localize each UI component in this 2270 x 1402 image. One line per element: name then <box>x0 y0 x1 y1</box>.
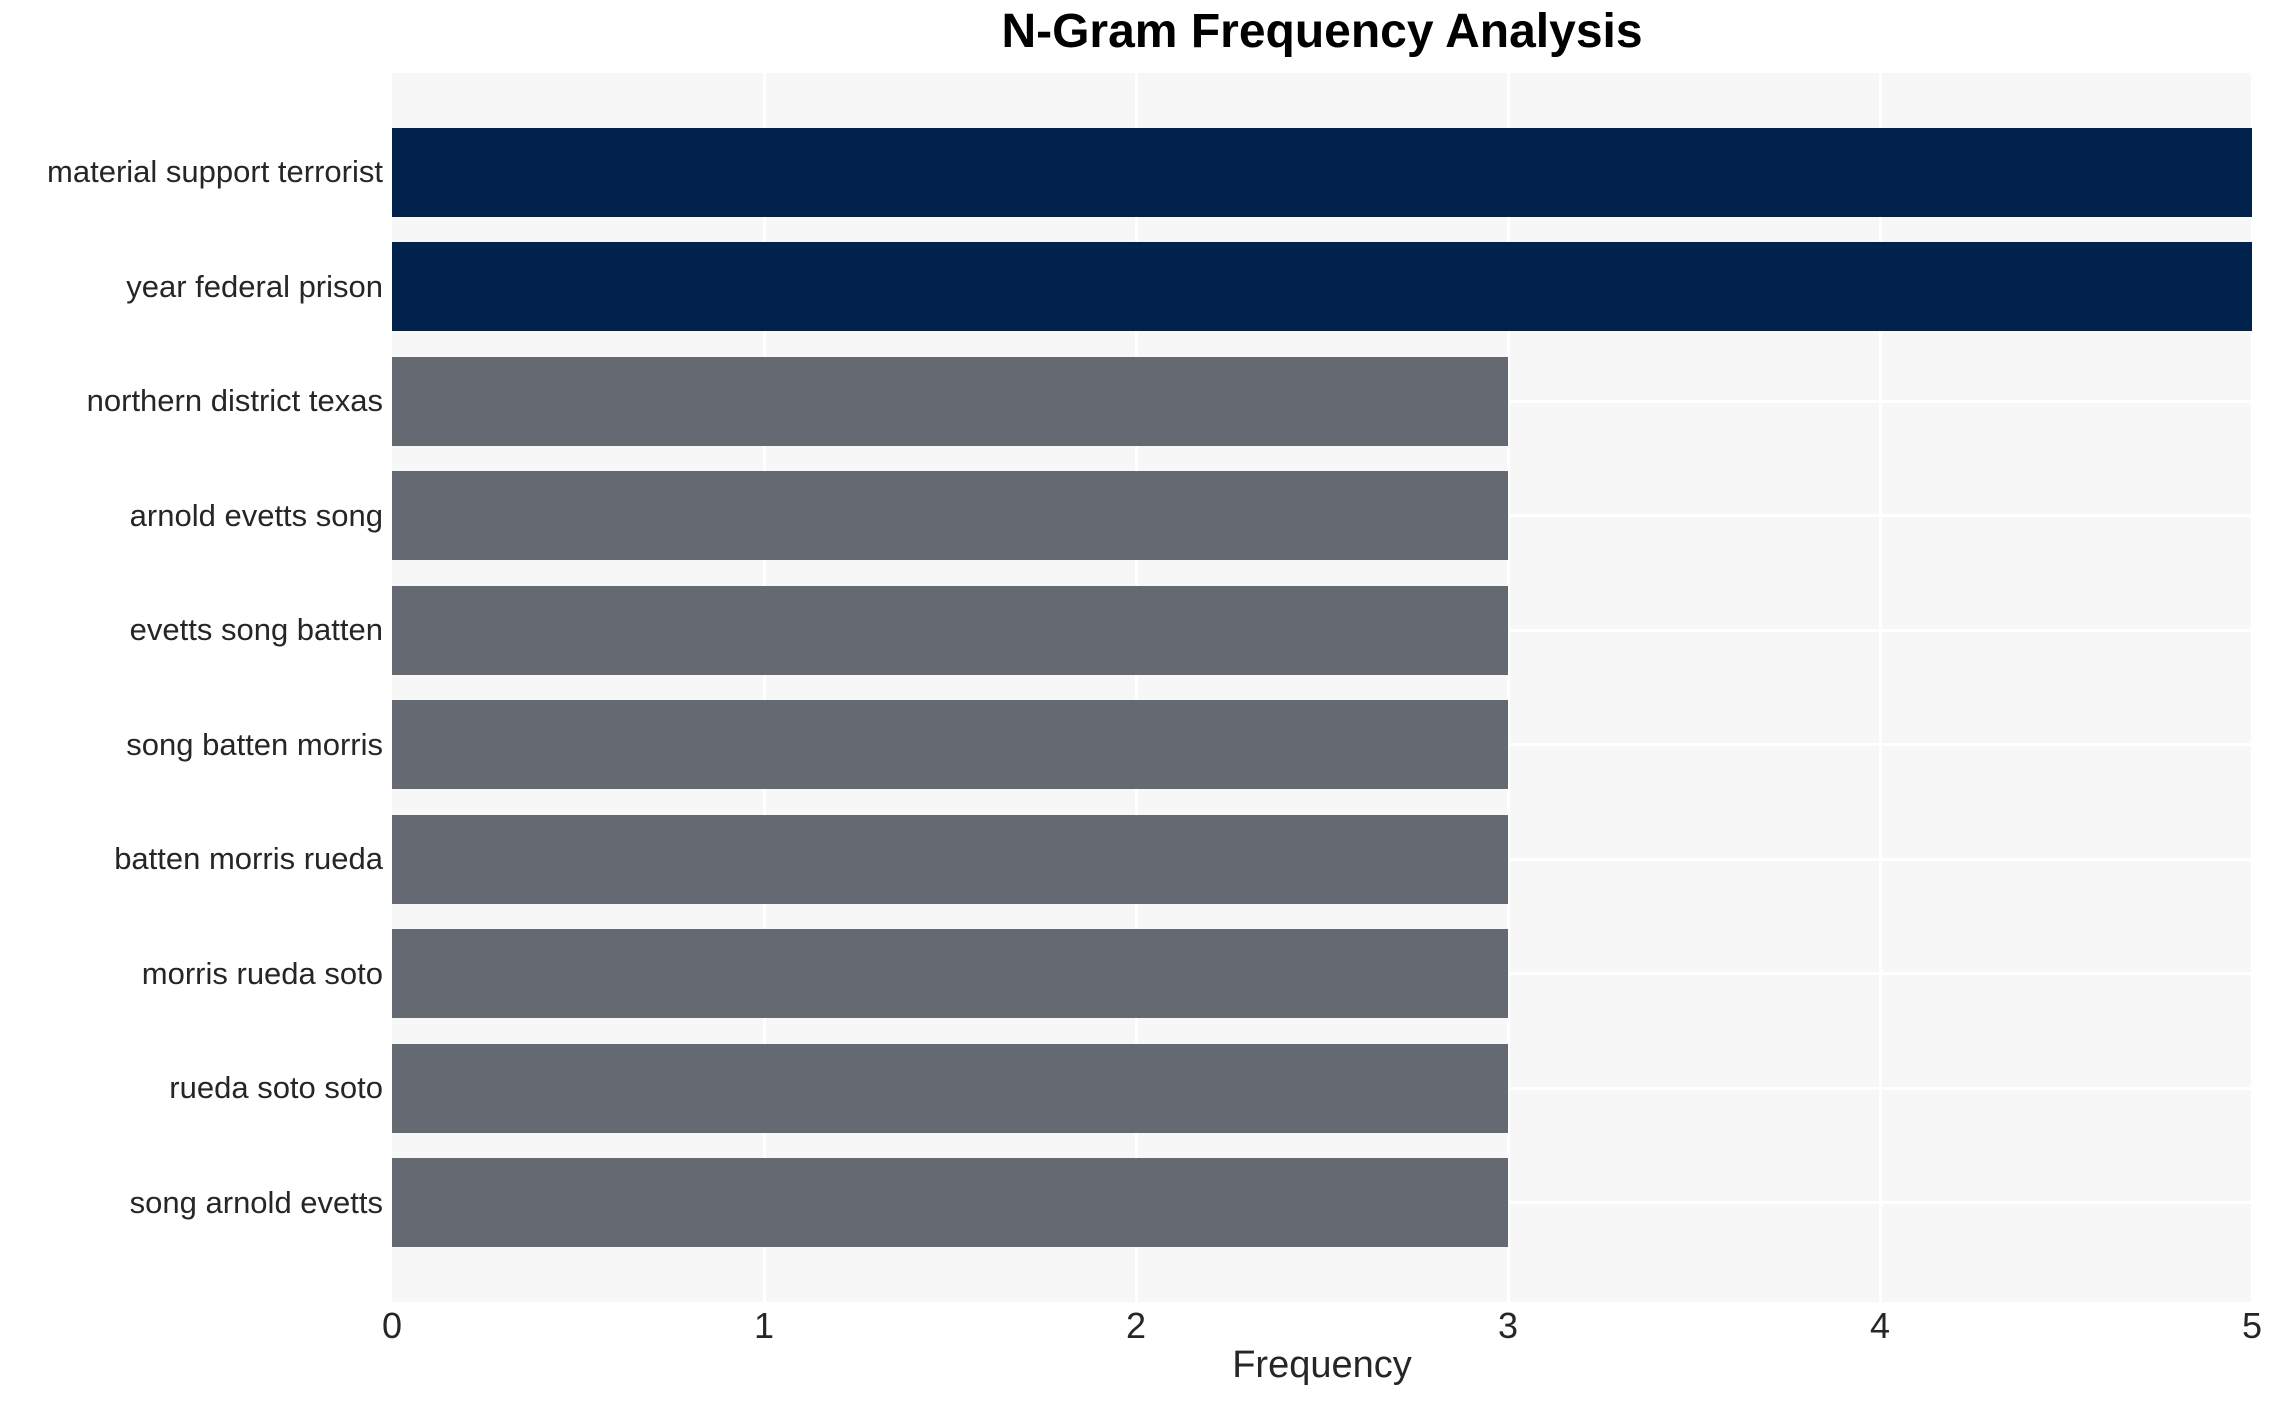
bar-evetts-song-batten <box>392 585 1508 675</box>
y-tick-label-song-batten-morris: song batten morris <box>126 726 383 762</box>
bar-song-batten-morris <box>392 700 1508 790</box>
y-tick-label-batten-morris-rueda: batten morris rueda <box>114 841 383 877</box>
bar-year-federal-prison <box>392 242 2252 332</box>
x-tick-label-5: 5 <box>2241 1305 2263 1346</box>
x-axis-label: Frequency <box>1232 1344 1412 1386</box>
plot-area <box>392 73 2254 1302</box>
y-tick-label-arnold-evetts-song: arnold evetts song <box>129 497 383 533</box>
bar-arnold-evetts-song <box>392 471 1508 561</box>
x-tick-label-3: 3 <box>1497 1305 1519 1346</box>
y-tick-label-evetts-song-batten: evetts song batten <box>129 612 383 648</box>
y-tick-label-year-federal-prison: year federal prison <box>126 268 383 304</box>
x-tick-label-4: 4 <box>1869 1305 1891 1346</box>
bar-northern-district-texas <box>392 356 1508 446</box>
y-tick-label-material-support-terrorist: material support terrorist <box>47 154 383 190</box>
x-tick-label-0: 0 <box>381 1305 403 1346</box>
bar-batten-morris-rueda <box>392 814 1508 904</box>
vertical-gridline-2 <box>1134 73 1138 1302</box>
vertical-gridline-1 <box>762 73 766 1302</box>
y-tick-label-northern-district-texas: northern district texas <box>86 383 383 419</box>
x-tick-label-1: 1 <box>753 1305 775 1346</box>
y-tick-label-morris-rueda-soto: morris rueda soto <box>141 955 383 991</box>
y-tick-label-rueda-soto-soto: rueda soto soto <box>169 1070 383 1106</box>
y-tick-label-song-arnold-evetts: song arnold evetts <box>129 1184 383 1220</box>
bar-material-support-terrorist <box>392 127 2252 217</box>
vertical-gridline-4 <box>1878 73 1882 1302</box>
chart-title: N-Gram Frequency Analysis <box>1001 5 1643 58</box>
vertical-gridline-3 <box>1506 73 1510 1302</box>
bar-rueda-soto-soto <box>392 1043 1508 1133</box>
bar-song-arnold-evetts <box>392 1158 1508 1248</box>
bar-morris-rueda-soto <box>392 929 1508 1019</box>
x-tick-label-2: 2 <box>1125 1305 1147 1346</box>
vertical-gridline-5 <box>2250 73 2254 1302</box>
